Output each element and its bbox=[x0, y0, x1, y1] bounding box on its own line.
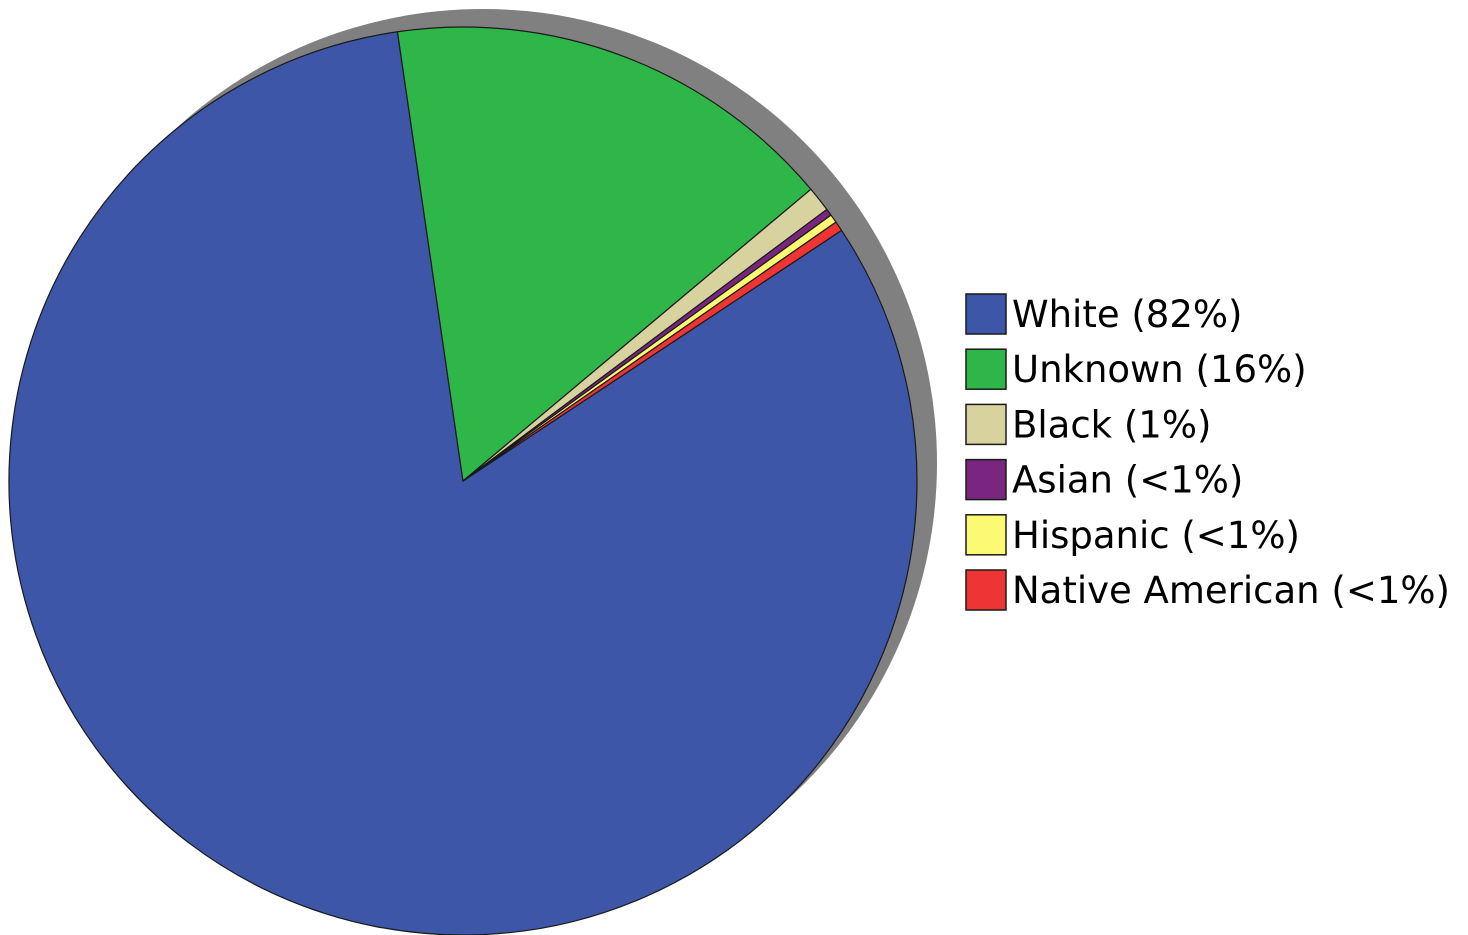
legend-label: Hispanic (<1%) bbox=[1012, 514, 1300, 557]
legend-item: Black (1%) bbox=[965, 403, 1211, 446]
legend-swatch bbox=[965, 458, 1007, 501]
legend-label: Unknown (16%) bbox=[1012, 348, 1307, 391]
legend-item: Unknown (16%) bbox=[965, 348, 1307, 391]
legend-label: Black (1%) bbox=[1012, 403, 1211, 446]
legend-item: Asian (<1%) bbox=[965, 458, 1243, 502]
legend-swatch bbox=[965, 293, 1007, 335]
legend-swatch bbox=[965, 569, 1007, 611]
legend-item: White (82%) bbox=[965, 293, 1242, 336]
pie-slices bbox=[8, 26, 918, 935]
legend-label: Native American (<1%) bbox=[1012, 569, 1450, 612]
legend: White (82%) Unknown (16%) Black (1%) Asian … bbox=[965, 293, 1450, 612]
pie-slice-native bbox=[462, 221, 843, 482]
legend-item: Native American (<1%) bbox=[965, 569, 1450, 612]
legend-swatch bbox=[965, 403, 1007, 446]
legend-swatch bbox=[965, 348, 1007, 390]
pie-slice-white bbox=[8, 31, 918, 935]
pie-slice-unknown bbox=[396, 26, 812, 482]
legend-item: Hispanic (<1%) bbox=[965, 514, 1300, 557]
legend-swatch bbox=[965, 514, 1007, 556]
legend-label: Asian (<1%) bbox=[1012, 459, 1243, 502]
legend-label: White (82%) bbox=[1012, 293, 1242, 336]
